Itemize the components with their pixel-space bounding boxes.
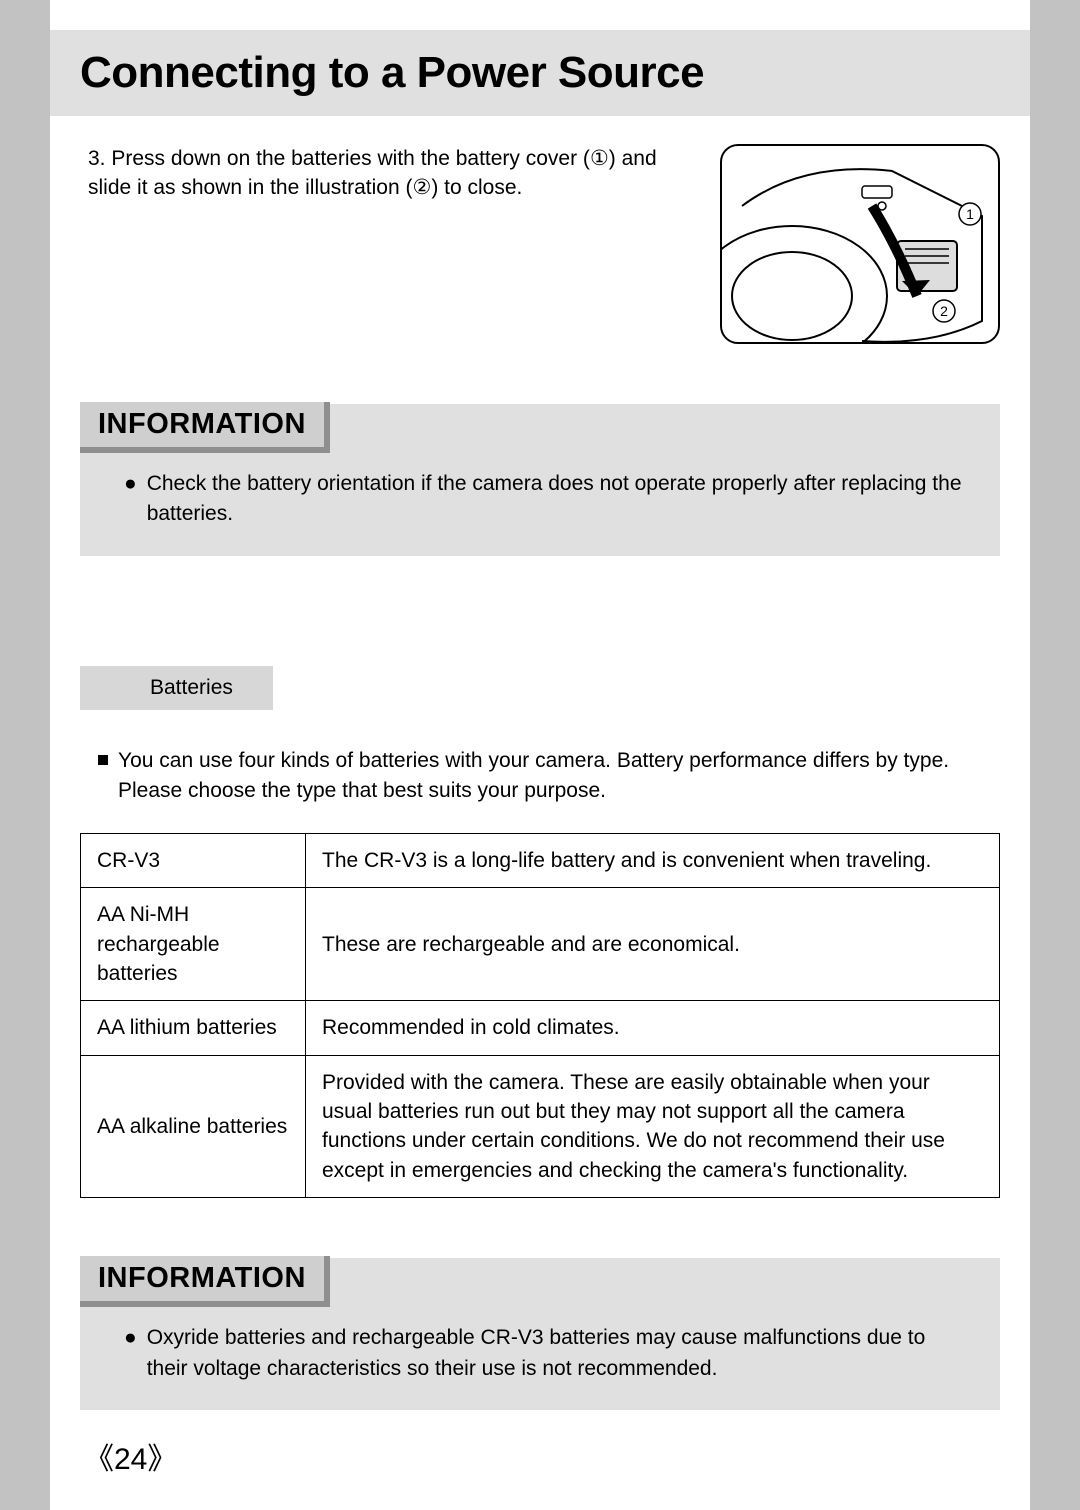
intro-line2: Please choose the type that best suits y… [118,776,606,806]
svg-text:2: 2 [940,303,948,319]
battery-type-cell: AA lithium batteries [81,1001,306,1055]
subheading-wrap: Batteries [80,666,1000,710]
battery-table: CR-V3The CR-V3 is a long-life battery an… [80,833,1000,1199]
table-row: AA lithium batteriesRecommended in cold … [81,1001,1000,1055]
battery-desc-cell: Recommended in cold climates. [306,1001,1000,1055]
battery-type-cell: AA alkaline batteries [81,1055,306,1198]
table-row: AA alkaline batteriesProvided with the c… [81,1055,1000,1198]
circled-two-icon: ② [413,176,432,199]
intro-paragraph: You can use four kinds of batteries with… [80,746,1000,807]
content-area: 3. Press down on the batteries with the … [50,144,1030,1410]
info2-text: Oxyride batteries and rechargeable CR-V3… [147,1323,970,1384]
battery-desc-cell: Provided with the camera. These are easi… [306,1055,1000,1198]
battery-type-cell: CR-V3 [81,833,306,887]
step-row: 3. Press down on the batteries with the … [80,144,1000,344]
step-text: 3. Press down on the batteries with the … [80,144,696,203]
battery-type-cell: AA Ni-MH rechargeable batteries [81,888,306,1001]
information-heading: INFORMATION [80,402,330,453]
intro-line1: You can use four kinds of batteries with… [118,749,949,772]
information-body-2: ● Oxyride batteries and rechargeable CR-… [80,1309,1000,1384]
bullet-icon: ● [124,1323,137,1384]
manual-page: Connecting to a Power Source 3. Press do… [50,0,1030,1510]
info1-text: Check the battery orientation if the cam… [147,469,970,530]
information-box-1: INFORMATION ● Check the battery orientat… [80,404,1000,556]
step-text-after: ) to close. [431,176,522,199]
information-heading-2: INFORMATION [80,1256,330,1307]
batteries-subheading: Batteries [80,666,273,710]
page-number: 《24》 [84,1434,177,1478]
title-bar: Connecting to a Power Source [50,30,1030,116]
step-number: 3. [88,147,106,170]
circled-one-icon: ① [590,147,609,170]
table-row: CR-V3The CR-V3 is a long-life battery an… [81,833,1000,887]
svg-text:1: 1 [966,206,974,222]
information-body: ● Check the battery orientation if the c… [80,455,1000,530]
step-text-before: Press down on the batteries with the bat… [111,147,590,170]
bullet-icon: ● [124,469,137,530]
battery-desc-cell: The CR-V3 is a long-life battery and is … [306,833,1000,887]
square-bullet-icon [98,755,108,765]
information-box-2: INFORMATION ● Oxyride batteries and rech… [80,1258,1000,1410]
page-title: Connecting to a Power Source [80,48,1000,98]
table-row: AA Ni-MH rechargeable batteriesThese are… [81,888,1000,1001]
battery-desc-cell: These are rechargeable and are economica… [306,888,1000,1001]
battery-cover-illustration: 1 2 [720,144,1000,344]
